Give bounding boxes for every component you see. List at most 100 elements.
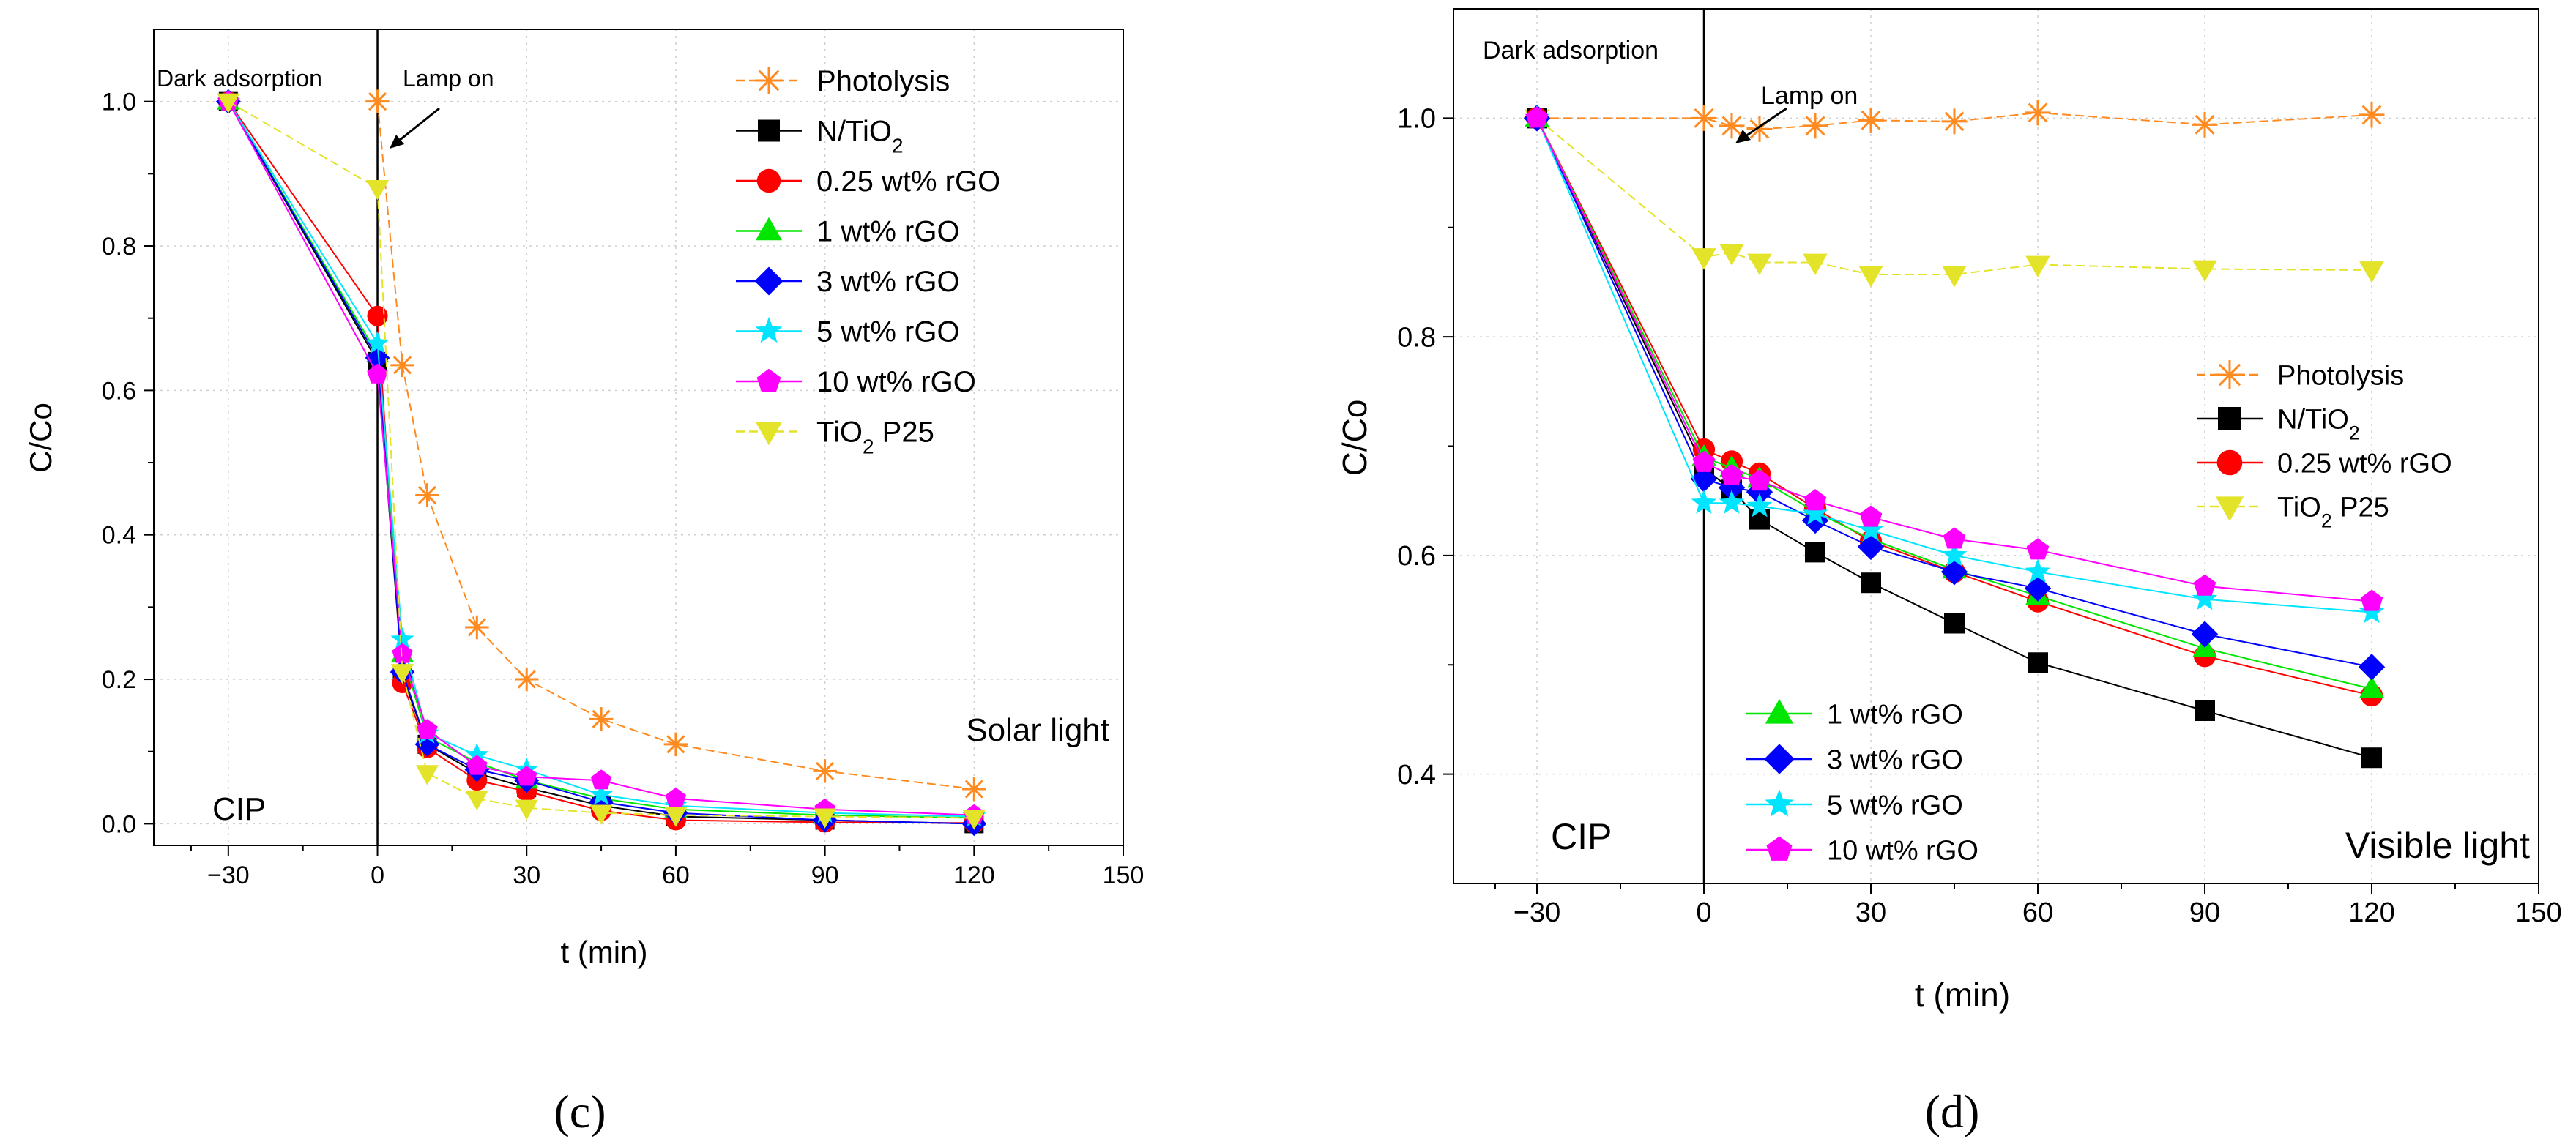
legend-item-3-wt-rgo: 3 wt% rGO — [1746, 744, 1963, 775]
x-tick-label: 120 — [953, 862, 995, 889]
series-line-10-wt-rgo — [227, 101, 975, 816]
x-tick-label: 0 — [371, 862, 384, 889]
series-line-5-wt-rgo — [1536, 118, 2372, 613]
data-point-5-wt-rgo — [1719, 490, 1745, 514]
legend-label: 10 wt% rGO — [1827, 835, 1978, 866]
data-point-tio2-p25 — [1942, 266, 1967, 288]
data-point-tio2-p25 — [217, 93, 240, 113]
x-tick-label: 120 — [2348, 897, 2394, 928]
panel-d: −30 0 30 60 90 120 150 0.4 0.6 0.8 1.0 C/Co t (min… — [1336, 8, 2562, 1014]
legend-marker — [758, 119, 780, 142]
data-point-10-wt-rgo — [1525, 106, 1549, 128]
data-point-3-wt-rgo — [2191, 621, 2219, 648]
legend-label: 5 wt% rGO — [816, 316, 960, 348]
series-line-10-wt-rgo — [1536, 117, 2372, 602]
series-line-1-wt-rgo — [1536, 117, 2372, 690]
y-tick-label: 0.4 — [1397, 760, 1436, 791]
data-point-3-wt-rgo — [1857, 533, 1885, 561]
data-point-10-wt-rgo — [1720, 463, 1743, 485]
data-point-tio2-p25 — [2192, 260, 2217, 283]
data-point-n-tio2 — [1749, 509, 1770, 530]
legend-marker — [2215, 496, 2244, 521]
data-point-5-wt-rgo — [1691, 490, 1717, 514]
data-point-photolysis — [1802, 113, 1828, 139]
data-point-tio2-p25 — [962, 810, 986, 830]
data-point-3-wt-rgo — [1718, 474, 1746, 501]
series-line-tio2-p25 — [1536, 117, 2372, 275]
data-point-tio2-p25 — [390, 664, 414, 684]
legend-d-secondary: 1 wt% rGO 3 wt% rGO 5 wt% rGO 10 wt% rGO — [1746, 699, 1978, 866]
lamp-arrow-c — [390, 107, 440, 149]
legend-label: Photolysis — [2277, 360, 2404, 391]
legend-label: 1 wt% rGO — [1827, 699, 1963, 730]
data-point-tio2-p25 — [515, 799, 538, 820]
data-point-5-wt-rgo — [1941, 542, 1968, 567]
data-point-tio2-p25 — [2359, 261, 2384, 283]
legend-label: 3 wt% rGO — [816, 266, 960, 298]
legend-marker — [756, 168, 781, 193]
legend-marker — [755, 317, 783, 343]
data-point-photolysis — [365, 89, 390, 113]
data-point-tio2-p25 — [664, 807, 688, 827]
data-point-photolysis — [1719, 113, 1745, 139]
panel-label-c: (c) — [554, 1086, 606, 1137]
data-point-10-wt-rgo — [367, 363, 388, 384]
data-point-5-wt-rgo — [1802, 500, 1828, 525]
legend-marker — [2216, 449, 2243, 476]
data-point-5-wt-rgo — [465, 742, 489, 766]
x-tick-label: 60 — [2022, 897, 2053, 928]
y-tick-label: 0.6 — [1397, 541, 1436, 572]
legend-item-1-wt-rgo: 1 wt% rGO — [736, 216, 960, 248]
legend-marker — [756, 422, 782, 446]
compound-label-d: CIP — [1551, 816, 1612, 857]
dark-adsorption-label-d: Dark adsorption — [1483, 37, 1659, 64]
y-axis-label-d: C/Co — [1336, 400, 1374, 477]
data-point-10-wt-rgo — [1748, 469, 1771, 491]
x-tick-label: −30 — [1514, 897, 1560, 928]
data-point-photolysis — [663, 732, 688, 757]
legend-item-10-wt-rgo: 10 wt% rGO — [736, 366, 976, 398]
x-tick-label: −30 — [207, 862, 250, 889]
series-line-n-tio2 — [1536, 117, 2372, 759]
light-source-label-c: Solar light — [966, 712, 1109, 748]
data-point-1-wt-rgo — [2359, 676, 2384, 698]
data-point-3-wt-rgo — [2358, 654, 2386, 681]
lamp-on-label-c: Lamp on — [403, 65, 494, 91]
legend-item-5-wt-rgo: 5 wt% rGO — [736, 316, 960, 348]
legend-marker — [2215, 360, 2244, 389]
legend-label: Photolysis — [816, 65, 950, 97]
x-tick-label: 90 — [811, 862, 839, 889]
data-point-photolysis — [2192, 111, 2218, 138]
y-axis-label-c: C/Co — [23, 403, 58, 473]
x-axis-label-d: t (min) — [1915, 976, 2010, 1014]
data-point-5-wt-rgo — [365, 331, 390, 354]
data-point-tio2-p25 — [814, 808, 837, 829]
data-point-5-wt-rgo — [589, 782, 614, 805]
data-point-photolysis — [514, 667, 539, 692]
legend-item-0-25-wt-rgo: 0.25 wt% rGO — [2197, 448, 2452, 479]
data-point-3-wt-rgo — [1746, 479, 1773, 506]
legend-marker — [754, 266, 783, 296]
series-line-3-wt-rgo — [1536, 117, 2372, 668]
data-point-5-wt-rgo — [2025, 558, 2051, 583]
data-point-tio2-p25 — [365, 180, 390, 201]
data-point-n-tio2 — [1944, 613, 1965, 634]
data-point-photolysis — [465, 615, 489, 640]
legend-marker — [756, 368, 781, 392]
x-tick-label: 90 — [2189, 897, 2220, 928]
y-tick-label: 1.0 — [1397, 104, 1436, 135]
data-point-n-tio2 — [2195, 700, 2215, 721]
data-point-tio2-p25 — [415, 765, 439, 785]
y-tick-label: 0.8 — [1397, 322, 1436, 353]
legend-marker — [755, 67, 783, 94]
legend-item-5-wt-rgo: 5 wt% rGO — [1746, 789, 1963, 821]
y-tick-label: 0.0 — [102, 810, 136, 838]
x-tick-label: 150 — [2515, 897, 2561, 928]
dark-adsorption-label-c: Dark adsorption — [157, 65, 322, 91]
light-source-label-d: Visible light — [2345, 825, 2530, 866]
data-point-photolysis — [962, 777, 986, 802]
legend-item-3-wt-rgo: 3 wt% rGO — [736, 266, 960, 298]
legend-marker — [1765, 699, 1794, 724]
